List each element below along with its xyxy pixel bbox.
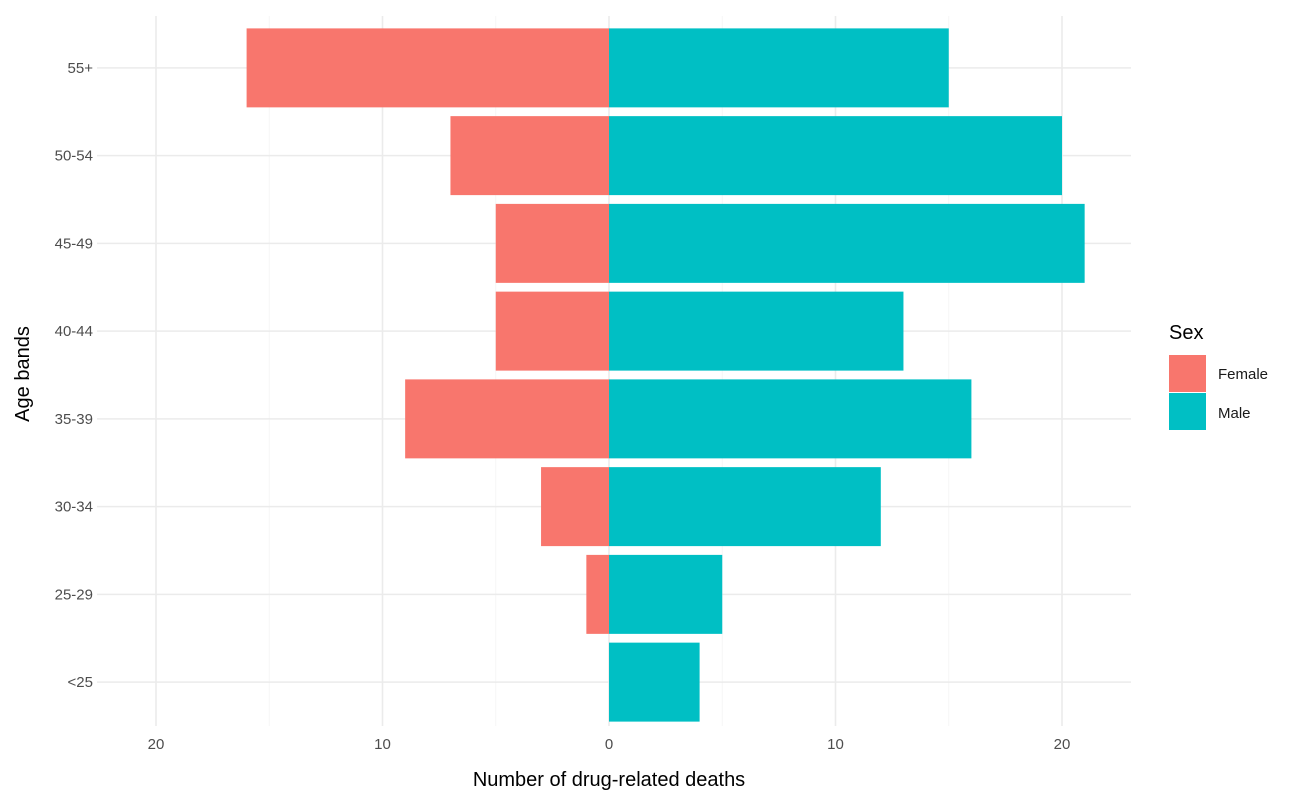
- bar-male-50-54: [609, 116, 1062, 196]
- x-tick-label: 10: [827, 736, 844, 753]
- bar-female-45-49: [495, 203, 609, 283]
- x-tick-label: 10: [374, 736, 391, 753]
- bar-male-35-39: [609, 379, 972, 459]
- bar-male-<25: [609, 642, 700, 722]
- bar-female-40-44: [495, 291, 609, 371]
- y-tick-label: <25: [68, 674, 93, 691]
- legend-label-female: Female: [1218, 366, 1268, 383]
- x-axis-tick-labels: 20 10 0 10 20: [148, 736, 1071, 753]
- bar-female-55+: [246, 28, 609, 108]
- x-tick-label: 20: [1054, 736, 1071, 753]
- y-tick-label: 55+: [68, 60, 94, 77]
- legend: Sex Female Male: [1169, 322, 1268, 430]
- legend-title: Sex: [1169, 322, 1203, 344]
- y-tick-label: 30-34: [55, 499, 93, 516]
- bar-male-40-44: [609, 291, 904, 371]
- y-axis-tick-labels: <25 25-29 30-34 35-39 40-44 45-49 50-54 55+: [55, 60, 94, 691]
- y-tick-label: 25-29: [55, 586, 93, 603]
- x-tick-label: 20: [148, 736, 165, 753]
- legend-label-male: Male: [1218, 405, 1251, 422]
- bar-male-55+: [609, 28, 949, 108]
- legend-key-male: [1169, 393, 1206, 430]
- bar-male-30-34: [609, 467, 881, 547]
- y-tick-label: 45-49: [55, 235, 93, 252]
- bars: [246, 28, 1085, 722]
- bar-female-35-39: [405, 379, 609, 459]
- y-tick-label: 40-44: [55, 323, 93, 340]
- x-tick-label: 0: [605, 736, 613, 753]
- y-tick-label: 35-39: [55, 411, 93, 428]
- bar-female-25-29: [586, 554, 609, 634]
- bar-female-30-34: [541, 467, 609, 547]
- bar-male-25-29: [609, 554, 723, 634]
- y-axis-title: Age bands: [12, 326, 34, 422]
- bar-male-45-49: [609, 203, 1085, 283]
- y-tick-label: 50-54: [55, 148, 93, 165]
- legend-key-female: [1169, 355, 1206, 392]
- bar-female-50-54: [450, 116, 609, 196]
- x-axis-title: Number of drug-related deaths: [473, 769, 745, 791]
